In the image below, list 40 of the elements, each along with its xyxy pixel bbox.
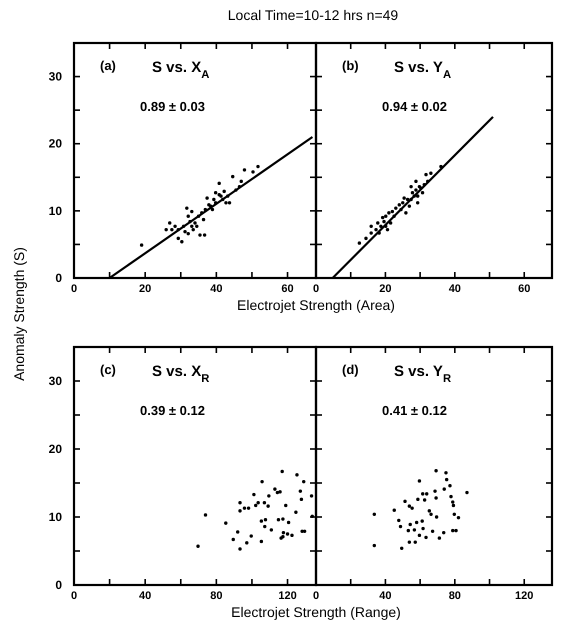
annotation: 0.39 ± 0.12 xyxy=(140,403,205,418)
x-tick-label: 60 xyxy=(281,283,294,295)
x-tick-label: 40 xyxy=(210,283,222,295)
chart-title: Local Time=10-12 hrs n=49 xyxy=(228,7,398,23)
x-axis-title: Electrojet Strength (Area) xyxy=(237,297,395,313)
y-axis-title: Anomaly Strength (S) xyxy=(11,247,27,381)
x-tick-label: 80 xyxy=(448,590,461,602)
annotation: S vs. X$_{R}$ xyxy=(152,363,210,385)
annotation: (d) xyxy=(342,362,359,377)
x-tick-label: 20 xyxy=(139,283,152,295)
y-tick-label: 0 xyxy=(55,271,62,285)
x-tick-label: 0 xyxy=(70,283,78,295)
y-tick-label: 10 xyxy=(48,204,62,218)
x-tick-label: 60 xyxy=(518,283,530,295)
x-tick-label: 0 xyxy=(312,283,320,295)
x-tick-label: 40 xyxy=(379,590,392,602)
y-tick-label: 20 xyxy=(48,136,62,151)
annotation: 0.41 ± 0.12 xyxy=(382,403,447,418)
y-tick-label: 0 xyxy=(55,578,62,592)
annotation: (c) xyxy=(100,362,116,377)
x-tick-label: 0 xyxy=(312,590,320,602)
annotation: 0.89 ± 0.03 xyxy=(140,99,205,114)
x-tick-label: 40 xyxy=(448,283,461,295)
x-tick-label: 0 xyxy=(70,590,78,602)
annotation: (a) xyxy=(100,58,116,73)
x-tick-label: 80 xyxy=(210,590,222,602)
x-tick-label: 20 xyxy=(379,283,392,295)
annotation: 0.94 ± 0.02 xyxy=(382,99,447,114)
y-tick-label: 10 xyxy=(48,510,62,524)
y-tick-label: 30 xyxy=(48,70,62,84)
y-tick-label: 30 xyxy=(48,374,62,388)
x-axis-title: Electrojet Strength (Range) xyxy=(231,604,401,620)
annotation: S vs. Y$_{A}$ xyxy=(394,59,452,81)
x-tick-label: 120 xyxy=(515,590,534,602)
x-tick-label: 120 xyxy=(278,590,297,602)
x-tick-label: 40 xyxy=(139,590,152,602)
annotation: (b) xyxy=(342,58,359,73)
y-tick-label: 20 xyxy=(48,442,62,456)
annotation: S vs. Y$_{R}$ xyxy=(394,363,452,385)
annotation: S vs. X$_{A}$ xyxy=(152,59,210,81)
